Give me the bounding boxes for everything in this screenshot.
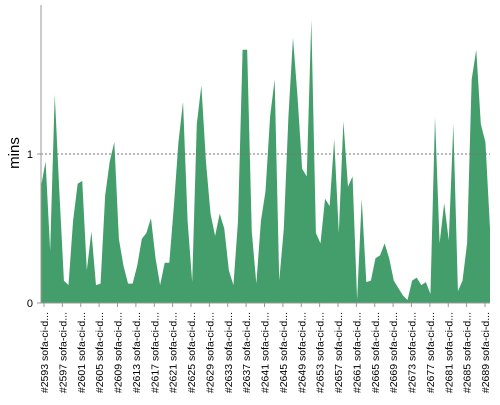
x-tick-label: #2617 sofa-ci-d... — [149, 312, 161, 393]
x-tick-label: #2689 sofa-ci-d... — [480, 312, 492, 393]
x-tick-label: #2677 sofa-ci-d... — [425, 312, 437, 393]
x-tick-label: #2653 sofa-ci-d... — [315, 312, 327, 393]
x-tick-label: #2593 sofa-ci-d... — [39, 312, 51, 393]
x-tick-label: #2645 sofa-ci-d... — [278, 312, 290, 393]
x-tick-label: #2685 sofa-ci-d... — [462, 312, 474, 393]
x-tick-label: #2597 sofa-ci-d... — [57, 312, 69, 393]
x-tick-label: #2673 sofa-ci-d... — [407, 312, 419, 393]
x-tick-label: #2629 sofa-ci-d... — [204, 312, 216, 393]
x-tick-label: #2637 sofa-ci-d... — [241, 312, 253, 393]
x-tick-label: #2661 sofa-ci-d... — [351, 312, 363, 393]
y-tick-label: 1 — [27, 149, 33, 161]
x-tick-label: #2605 sofa-ci-d... — [94, 312, 106, 393]
area-layer — [41, 19, 490, 304]
area-series — [41, 19, 490, 304]
x-tick-label: #2665 sofa-ci-d... — [370, 312, 382, 393]
x-tick-label: #2601 sofa-ci-d... — [76, 312, 88, 393]
x-tick-label: #2633 sofa-ci-d... — [223, 312, 235, 393]
tick-layer: 0 1 #2593 sofa-ci-d... #2597 sofa-ci-d... #2… — [27, 149, 492, 393]
x-tick-label: #2641 sofa-ci-d... — [260, 312, 272, 393]
x-tick-label: #2657 sofa-ci-d... — [333, 312, 345, 393]
x-tick-label: #2621 sofa-ci-d... — [168, 312, 180, 393]
x-tick-label: #2681 sofa-ci-d... — [443, 312, 455, 393]
x-tick-label: #2609 sofa-ci-d... — [113, 312, 125, 393]
y-axis-label: mins — [6, 137, 23, 169]
x-tick-label: #2669 sofa-ci-d... — [388, 312, 400, 393]
x-tick-label: #2613 sofa-ci-d... — [131, 312, 143, 393]
x-tick-label: #2625 sofa-ci-d... — [186, 312, 198, 393]
x-tick-label: #2649 sofa-ci-d... — [296, 312, 308, 393]
y-tick-label: 0 — [27, 298, 33, 310]
